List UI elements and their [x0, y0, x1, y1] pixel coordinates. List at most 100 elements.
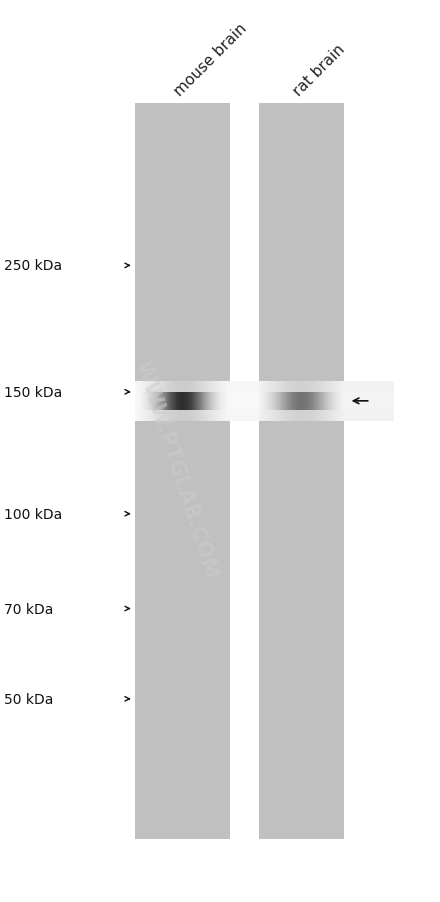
- Bar: [202, 392, 252, 410]
- Bar: [141, 382, 192, 422]
- Bar: [176, 382, 227, 422]
- Bar: [167, 382, 217, 422]
- Bar: [200, 382, 250, 422]
- Bar: [152, 392, 203, 410]
- Bar: [295, 382, 345, 422]
- Bar: [158, 382, 209, 422]
- Bar: [202, 382, 253, 422]
- Bar: [139, 392, 189, 410]
- Bar: [209, 392, 260, 410]
- Bar: [172, 382, 222, 422]
- Bar: [156, 392, 207, 410]
- Bar: [174, 382, 224, 422]
- Bar: [269, 382, 319, 422]
- Bar: [168, 392, 218, 410]
- Bar: [293, 392, 343, 410]
- Bar: [261, 392, 312, 410]
- Bar: [220, 392, 271, 410]
- Text: 50 kDa: 50 kDa: [4, 692, 54, 706]
- Bar: [271, 392, 322, 410]
- Bar: [139, 392, 190, 410]
- Bar: [317, 382, 367, 422]
- Bar: [150, 392, 200, 410]
- Bar: [279, 382, 330, 422]
- Bar: [276, 392, 326, 410]
- Bar: [213, 392, 264, 410]
- Bar: [215, 382, 266, 422]
- Bar: [338, 392, 389, 410]
- Bar: [144, 382, 194, 422]
- Bar: [303, 382, 354, 422]
- Bar: [284, 382, 335, 422]
- Bar: [194, 392, 245, 410]
- Bar: [308, 392, 358, 410]
- Bar: [161, 382, 212, 422]
- Text: 150 kDa: 150 kDa: [4, 385, 62, 400]
- Bar: [189, 392, 240, 410]
- Bar: [275, 382, 325, 422]
- Bar: [284, 392, 335, 410]
- Bar: [206, 392, 257, 410]
- Bar: [196, 392, 247, 410]
- Bar: [335, 382, 385, 422]
- Bar: [170, 392, 221, 410]
- Bar: [209, 392, 260, 410]
- Bar: [212, 392, 262, 410]
- Bar: [215, 382, 265, 422]
- Bar: [260, 382, 311, 422]
- Bar: [342, 382, 392, 422]
- Bar: [168, 392, 218, 410]
- Bar: [229, 392, 280, 410]
- Bar: [154, 382, 204, 422]
- Bar: [184, 392, 235, 410]
- Bar: [229, 392, 279, 410]
- Bar: [329, 392, 380, 410]
- Bar: [205, 392, 256, 410]
- Bar: [312, 382, 363, 422]
- Bar: [314, 392, 365, 410]
- Bar: [277, 382, 327, 422]
- Bar: [272, 382, 323, 422]
- Bar: [331, 392, 381, 410]
- Bar: [178, 382, 228, 422]
- Bar: [195, 382, 246, 422]
- Bar: [336, 392, 387, 410]
- Bar: [271, 392, 321, 410]
- Bar: [291, 392, 341, 410]
- Bar: [287, 392, 337, 410]
- Bar: [313, 392, 364, 410]
- Bar: [182, 392, 232, 410]
- Bar: [137, 392, 187, 410]
- Bar: [280, 392, 330, 410]
- Bar: [136, 104, 230, 839]
- Bar: [208, 392, 258, 410]
- Bar: [156, 392, 206, 410]
- Bar: [204, 392, 255, 410]
- Bar: [158, 382, 209, 422]
- Bar: [304, 392, 354, 410]
- Bar: [293, 392, 344, 410]
- Bar: [191, 392, 242, 410]
- Bar: [225, 382, 275, 422]
- Bar: [179, 382, 230, 422]
- Bar: [176, 392, 226, 410]
- Bar: [223, 392, 274, 410]
- Bar: [298, 382, 348, 422]
- Bar: [161, 392, 211, 410]
- Bar: [339, 392, 389, 410]
- Bar: [181, 392, 231, 410]
- Bar: [198, 382, 249, 422]
- Bar: [310, 382, 360, 422]
- Bar: [139, 382, 189, 422]
- Bar: [226, 392, 277, 410]
- Bar: [187, 382, 238, 422]
- Bar: [297, 382, 348, 422]
- Bar: [262, 392, 312, 410]
- Bar: [205, 382, 256, 422]
- Bar: [194, 392, 244, 410]
- Bar: [288, 392, 338, 410]
- Bar: [277, 382, 328, 422]
- Bar: [259, 392, 309, 410]
- Bar: [224, 392, 274, 410]
- Bar: [295, 382, 346, 422]
